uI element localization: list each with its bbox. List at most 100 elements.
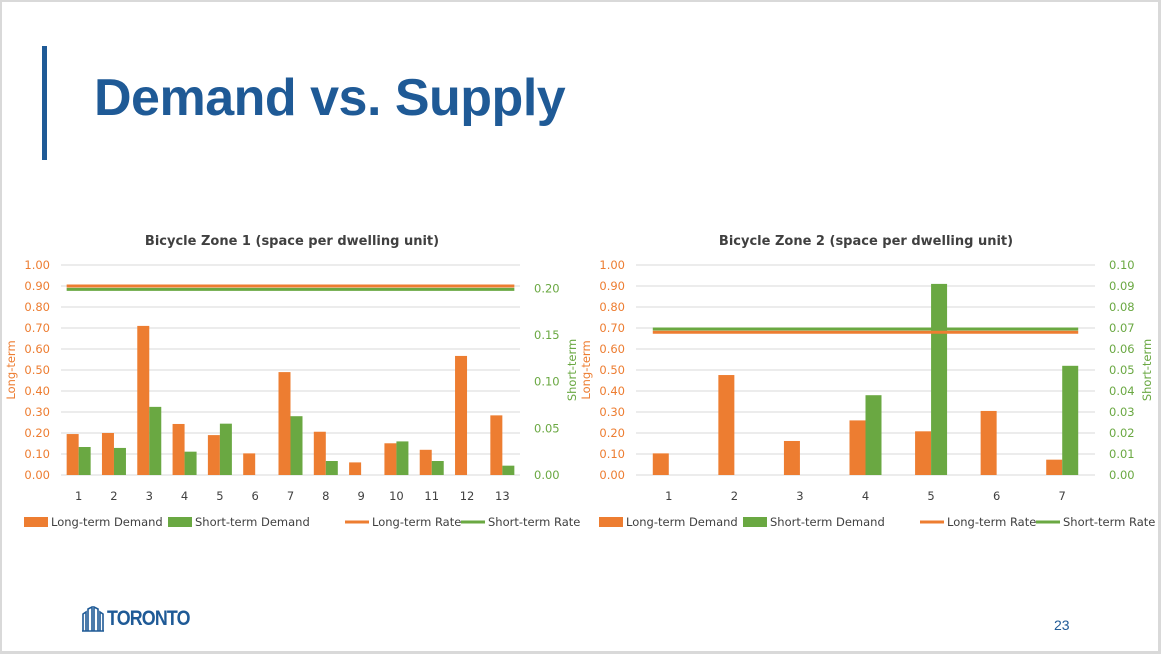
y-tick-label: 0.70 [599,321,625,335]
short-term-demand-bar [431,461,444,475]
x-tick-label: 5 [927,489,934,503]
legend: Long-term Demand Short-term Demand Long-te… [599,515,1155,529]
x-tick-label: 12 [460,489,475,503]
y2-tick-label: 0.02 [1109,426,1135,440]
short-term-demand-bar [113,447,126,475]
y2-tick-label: 0.06 [1109,342,1135,356]
short-term-demand-bar [184,451,197,475]
long-term-demand-bar [652,453,669,475]
long-term-demand-bar [207,435,220,475]
long-term-demand-bar [718,375,735,475]
short-term-demand-bar [396,441,409,475]
y-tick-label: 0.90 [599,279,625,293]
legend-swatch [24,517,48,527]
legend-swatch [743,517,767,527]
x-tick-label: 10 [389,489,404,503]
long-term-demand-bar [172,423,185,475]
y2-tick-label: 0.05 [534,421,560,435]
y2-axis-title: Short-term [565,339,579,401]
y-tick-label: 1.00 [599,258,625,272]
chart-1: Bicycle Zone 1 (space per dwelling unit)… [4,234,580,529]
legend: Long-term Demand Short-term Demand Long-te… [24,515,580,529]
short-term-demand-bar [502,465,515,475]
x-tick-label: 3 [796,489,803,503]
city-hall-icon [82,606,104,632]
y2-tick-label: 0.04 [1109,384,1135,398]
legend-label: Short-term Rate [488,515,580,529]
y2-tick-label: 0.09 [1109,279,1135,293]
long-term-demand-bar [783,440,800,475]
y2-tick-label: 0.07 [1109,321,1135,335]
y2-tick-label: 0.10 [1109,258,1135,272]
chart-title: Bicycle Zone 1 (space per dwelling unit) [145,234,439,249]
y-tick-label: 0.60 [24,342,50,356]
legend-label: Short-term Demand [770,515,885,529]
legend-label: Short-term Demand [195,515,310,529]
y2-tick-label: 0.10 [534,375,560,389]
y2-tick-label: 0.00 [1109,468,1135,482]
y-tick-label: 0.10 [24,447,50,461]
long-term-demand-bar [980,410,997,475]
short-term-demand-bar [931,283,948,475]
y2-tick-label: 0.03 [1109,405,1135,419]
x-tick-label: 8 [322,489,329,503]
x-tick-label: 1 [665,489,672,503]
y-tick-label: 0.50 [24,363,50,377]
y-tick-label: 0.20 [24,426,50,440]
legend-label: Long-term Rate [372,515,461,529]
x-tick-label: 13 [495,489,510,503]
long-term-demand-bar [349,462,362,475]
y-tick-label: 0.90 [24,279,50,293]
toronto-logo: TORONTO [82,606,204,632]
y-tick-label: 0.30 [24,405,50,419]
long-term-demand-bar [101,433,114,475]
y-tick-label: 0.10 [599,447,625,461]
x-tick-label: 5 [216,489,223,503]
long-term-demand-bar [243,453,256,475]
short-term-demand-bar [1062,365,1079,475]
long-term-demand-bar [915,431,932,475]
short-term-demand-bar [290,416,303,475]
y2-axis-title: Short-term [1140,339,1154,401]
short-term-demand-bar [865,395,882,475]
short-term-demand-bar [219,423,232,475]
logo-text: TORONTO [107,607,191,630]
y-tick-label: 1.00 [24,258,50,272]
legend-label: Short-term Rate [1063,515,1155,529]
short-term-demand-bar [325,461,338,475]
y-tick-label: 0.40 [24,384,50,398]
long-term-demand-bar [490,415,503,475]
y2-tick-label: 0.00 [534,468,560,482]
short-term-demand-bar [149,406,162,475]
legend-swatch [168,517,192,527]
x-tick-label: 9 [357,489,364,503]
y-tick-label: 0.30 [599,405,625,419]
chart-2: Bicycle Zone 2 (space per dwelling unit)… [579,234,1155,529]
y2-tick-label: 0.15 [534,328,560,342]
y-tick-label: 0.20 [599,426,625,440]
y-tick-label: 0.40 [599,384,625,398]
y2-tick-label: 0.08 [1109,300,1135,314]
x-tick-label: 4 [181,489,188,503]
x-tick-label: 2 [731,489,738,503]
y-tick-label: 0.70 [24,321,50,335]
y-axis-title: Long-term [579,340,593,399]
y2-tick-label: 0.20 [534,281,560,295]
short-term-demand-bar [78,447,91,475]
long-term-demand-bar [278,372,291,475]
legend-label: Long-term Demand [51,515,163,529]
long-term-demand-bar [1046,459,1063,475]
x-tick-label: 7 [287,489,294,503]
x-tick-label: 11 [424,489,439,503]
y-tick-label: 0.00 [24,468,50,482]
long-term-demand-bar [384,443,397,475]
y-tick-label: 0.80 [24,300,50,314]
legend-label: Long-term Demand [626,515,738,529]
x-tick-label: 1 [75,489,82,503]
page-title: Demand vs. Supply [94,69,566,127]
y2-tick-label: 0.05 [1109,363,1135,377]
long-term-demand-bar [419,449,432,475]
y-tick-label: 0.50 [599,363,625,377]
